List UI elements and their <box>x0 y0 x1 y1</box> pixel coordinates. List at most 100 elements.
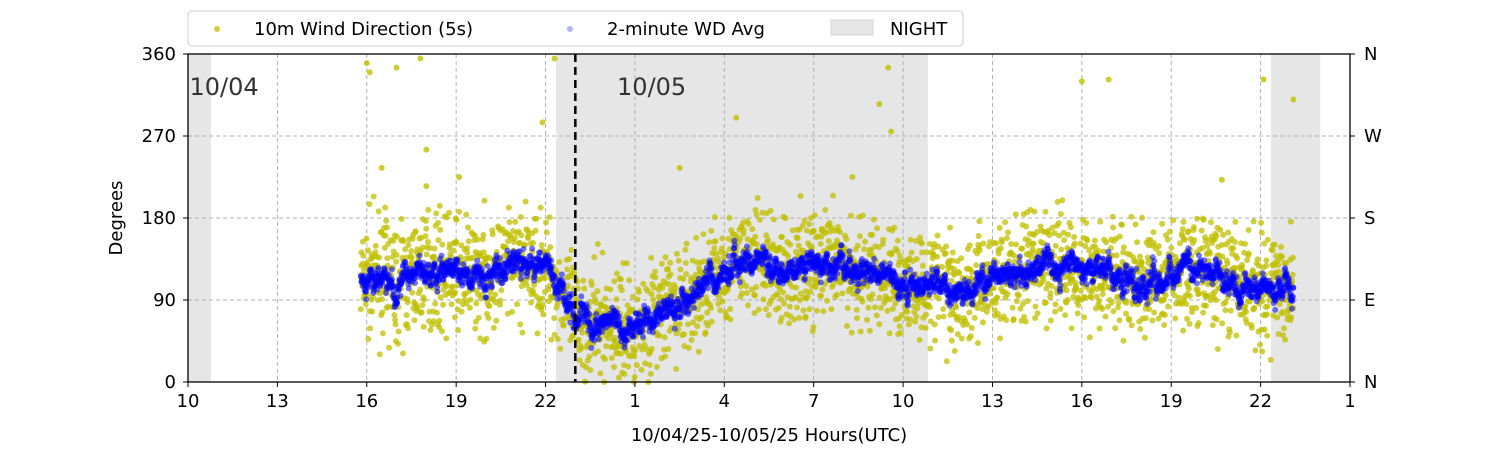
wind-direction-point <box>733 114 740 121</box>
wind-direction-point <box>1213 233 1220 240</box>
wind-direction-point <box>1213 316 1220 323</box>
wind-direction-point <box>922 325 929 332</box>
wind-direction-point <box>891 224 898 231</box>
wind-direction-point <box>876 321 883 328</box>
avg-point <box>817 279 824 286</box>
wind-direction-point <box>431 245 438 252</box>
wind-direction-point <box>983 308 990 315</box>
wind-direction-point <box>489 231 496 238</box>
wind-direction-point <box>932 337 939 344</box>
wind-direction-point <box>1109 213 1116 220</box>
wind-direction-point <box>611 278 618 285</box>
wind-direction-point <box>1063 287 1070 294</box>
avg-point <box>838 242 845 249</box>
wind-direction-point <box>364 247 371 254</box>
wind-direction-point <box>518 283 525 290</box>
avg-point <box>979 262 986 269</box>
avg-point <box>907 266 914 273</box>
wind-direction-point <box>594 288 601 295</box>
wind-direction-point <box>939 264 946 271</box>
wind-direction-point <box>522 198 529 205</box>
wind-direction-point <box>892 300 899 307</box>
wind-direction-point <box>422 217 429 224</box>
wind-direction-point <box>782 215 789 222</box>
wind-direction-point <box>594 241 601 248</box>
wind-direction-point <box>1150 229 1157 236</box>
avg-point <box>368 266 375 273</box>
avg-point <box>488 283 495 290</box>
wind-direction-point <box>667 271 674 278</box>
wind-direction-point <box>448 301 455 308</box>
wind-direction-point <box>913 313 920 320</box>
wind-direction-point <box>889 305 896 312</box>
wind-direction-point <box>695 348 702 355</box>
wind-direction-point <box>506 219 513 226</box>
wind-direction-point <box>949 249 956 256</box>
wind-direction-point <box>755 306 762 313</box>
wind-direction-point <box>795 242 802 249</box>
wind-direction-point <box>425 239 432 246</box>
wind-direction-point <box>1057 305 1064 312</box>
wind-direction-point <box>1128 322 1135 329</box>
wind-direction-point <box>1160 266 1167 273</box>
wind-direction-point <box>458 242 465 249</box>
wind-direction-point <box>1217 226 1224 233</box>
wind-direction-point <box>745 221 752 228</box>
avg-point <box>474 257 481 264</box>
avg-point <box>616 319 623 326</box>
wind-direction-point <box>682 259 689 266</box>
avg-point <box>518 270 525 277</box>
wind-direction-point <box>642 360 649 367</box>
wind-direction-point <box>1249 267 1256 274</box>
wind-direction-point <box>362 301 369 308</box>
avg-point <box>616 313 623 320</box>
wind-direction-point <box>811 212 818 219</box>
wind-direction-point <box>868 246 875 253</box>
wind-direction-point <box>613 270 620 277</box>
wind-direction-point <box>527 299 534 306</box>
wind-direction-point <box>676 164 683 171</box>
wind-direction-point <box>613 296 620 303</box>
avg-point <box>671 325 678 332</box>
wind-direction-point <box>1048 282 1055 289</box>
wind-direction-point <box>580 277 587 284</box>
wind-direction-point <box>948 277 955 284</box>
wind-direction-point <box>1227 307 1234 314</box>
wind-direction-point <box>537 204 544 211</box>
wind-direction-point <box>968 324 975 331</box>
wind-direction-point <box>951 347 958 354</box>
wind-direction-point <box>1185 285 1192 292</box>
wind-direction-point <box>1287 218 1294 225</box>
wind-direction-point <box>400 238 407 245</box>
wind-direction-point <box>571 269 578 276</box>
wind-direction-point <box>719 235 726 242</box>
wind-direction-point <box>976 247 983 254</box>
wind-direction-point <box>391 311 398 318</box>
wind-direction-point <box>425 206 432 213</box>
wind-direction-point <box>1186 293 1193 300</box>
avg-point <box>483 282 490 289</box>
wind-direction-point <box>1234 255 1241 262</box>
wind-direction-point <box>626 277 633 284</box>
wind-direction-point <box>1064 296 1071 303</box>
avg-point <box>598 328 605 335</box>
wind-direction-point <box>967 333 974 340</box>
wind-direction-point <box>1191 237 1198 244</box>
wind-direction-point <box>381 244 388 251</box>
wind-direction-point <box>383 217 390 224</box>
wind-direction-point <box>888 128 895 135</box>
wind-direction-point <box>1289 271 1296 278</box>
wind-direction-point <box>653 363 660 370</box>
wind-direction-point <box>833 291 840 298</box>
wind-direction-point <box>1242 303 1249 310</box>
wind-direction-point <box>1225 229 1232 236</box>
wind-direction-point <box>994 294 1001 301</box>
wind-direction-point <box>1100 286 1107 293</box>
wind-direction-point <box>675 257 682 264</box>
wind-direction-point <box>1070 293 1077 300</box>
wind-direction-point <box>1141 334 1148 341</box>
wind-direction-point <box>704 322 711 329</box>
avg-point <box>434 288 441 295</box>
wind-direction-point <box>463 211 470 218</box>
wind-direction-point <box>390 237 397 244</box>
